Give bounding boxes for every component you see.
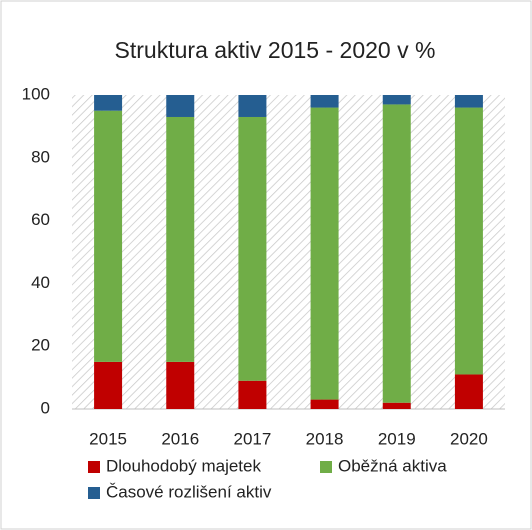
bar-segment	[238, 116, 267, 381]
x-tick-label: 2018	[306, 429, 344, 448]
y-tick-label: 80	[31, 147, 50, 166]
legend-swatch	[88, 461, 100, 473]
bar-segment	[310, 95, 339, 108]
y-tick-label: 40	[31, 273, 50, 292]
bar-segment	[238, 95, 267, 117]
bar-segment	[166, 95, 195, 117]
plot-area	[72, 95, 505, 409]
legend-label: Oběžná aktiva	[338, 456, 447, 475]
x-tick-label: 2015	[89, 429, 127, 448]
bar-segment	[310, 107, 339, 400]
bar-segment	[310, 399, 339, 409]
y-tick-label: 0	[41, 398, 50, 417]
x-tick-label: 2016	[161, 429, 199, 448]
bar-segment	[166, 361, 195, 409]
bar-segment	[238, 380, 267, 409]
x-tick-label: 2017	[234, 429, 272, 448]
bar-segment	[382, 402, 411, 409]
bar-segment	[454, 374, 483, 409]
bar-segment	[382, 104, 411, 403]
bar-segment	[382, 95, 411, 105]
bar-segment	[166, 116, 195, 362]
y-tick-label: 60	[31, 210, 50, 229]
legend-swatch	[88, 487, 100, 499]
x-tick-label: 2019	[378, 429, 416, 448]
x-tick-label: 2020	[450, 429, 488, 448]
y-tick-label: 100	[22, 84, 50, 103]
legend-label: Časové rozlišení aktiv	[106, 482, 272, 501]
bar-segment	[454, 95, 483, 108]
bar-segment	[94, 361, 123, 409]
bar-segment	[454, 107, 483, 375]
legend-swatch	[320, 461, 332, 473]
bar-segment	[94, 95, 123, 111]
chart-title: Struktura aktiv 2015 - 2020 v %	[115, 37, 436, 63]
legend-label: Dlouhodobý majetek	[106, 456, 261, 475]
bar-segment	[94, 110, 123, 362]
y-tick-label: 20	[31, 336, 50, 355]
